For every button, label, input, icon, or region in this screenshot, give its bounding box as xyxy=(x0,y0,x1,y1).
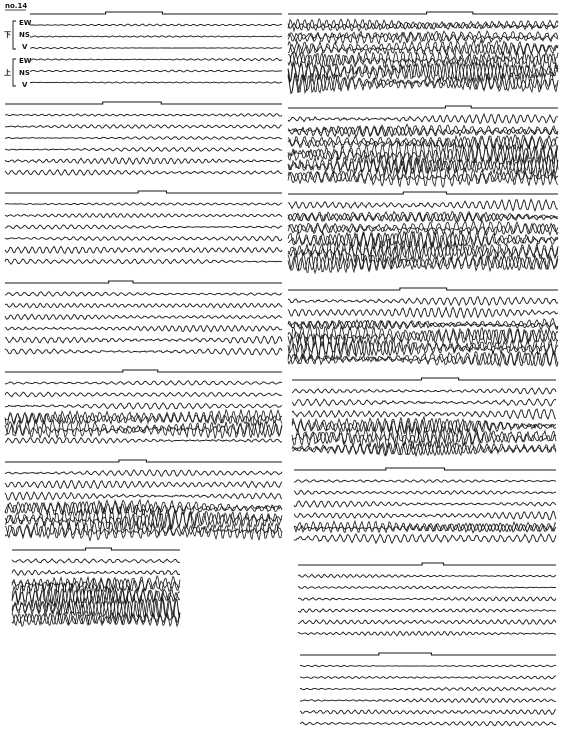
group-label: 下 xyxy=(4,31,11,39)
component-label: V xyxy=(22,81,28,89)
component-label: NS xyxy=(19,69,30,77)
record-number: no.14 xyxy=(5,2,27,10)
component-label: NS xyxy=(19,31,30,39)
component-label: EW xyxy=(19,19,32,27)
seismogram-record: no.14 下 EW NS V 上 EW NS V xyxy=(0,0,574,731)
component-label: EW xyxy=(19,57,32,65)
group-label: 上 xyxy=(4,68,11,77)
paper xyxy=(0,0,574,731)
component-label: V xyxy=(22,43,28,51)
